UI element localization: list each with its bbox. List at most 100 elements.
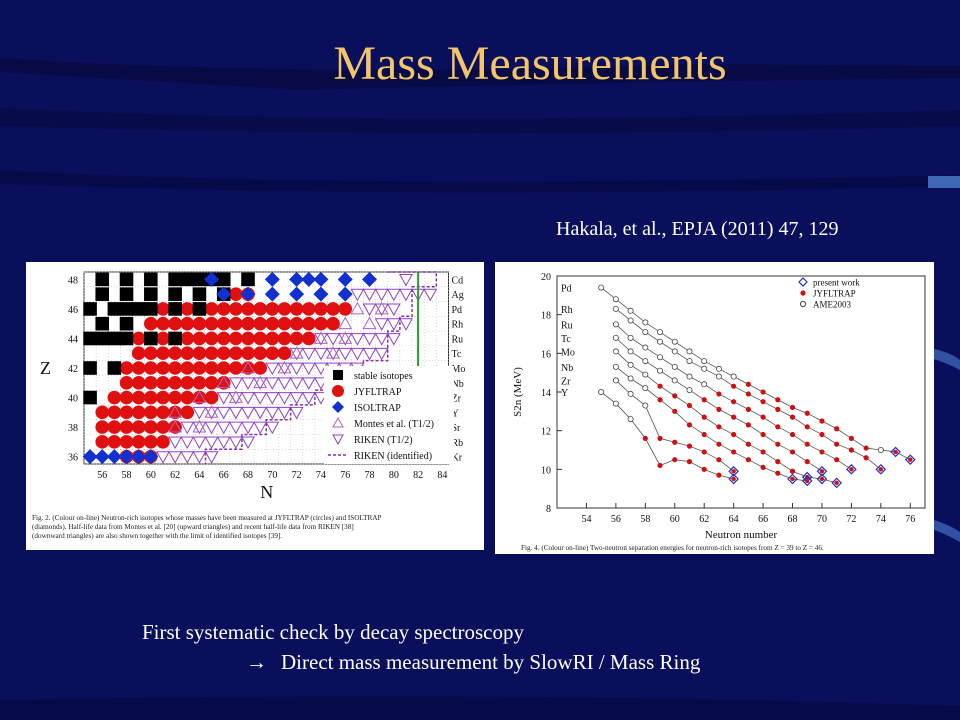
x-tick-label: 78 [365,470,375,481]
jyfltrap-point [863,455,869,461]
jyfltrap-point [95,435,110,449]
jyfltrap-point [229,331,243,346]
jyfltrap-point [789,414,796,420]
riken-point [277,377,292,390]
jyfltrap-point [131,390,146,405]
isoltrap-point [264,271,280,287]
jyfltrap-point [253,302,267,316]
x-tick-label: 70 [817,514,827,525]
present-work-point [846,463,857,475]
nuclide-plot-area: 56 58 60 62 64 66 68 70 72 74 76 78 80 82 84 36 38 40 42 44… [40,271,465,502]
ame2003-point [701,365,708,372]
jyfltrap-point [192,361,207,375]
present-work-point [801,475,813,487]
jyfltrap-point [731,383,737,389]
jyfltrap-point [204,331,219,346]
jyfltrap-point [216,346,231,361]
riken-point [180,436,195,449]
jyfltrap-point [107,390,122,405]
x-axis-label: Neutron number [705,529,778,541]
jyfltrap-point [253,361,267,375]
present-work-point [816,473,828,485]
riken-identified-line [204,271,438,464]
jyfltrap-point [745,381,751,387]
stable-point [241,272,255,287]
jyfltrap-point [204,361,219,375]
isoltrap-point [204,271,220,287]
x-axis-label: N [260,482,273,502]
riken-point [423,288,438,302]
jyfltrap-point [789,468,796,474]
jyfltrap-point [180,316,195,331]
ame2003-point [715,365,722,372]
jyfltrap-point [686,459,693,465]
x-tick-label: 74 [316,470,326,481]
element-label: Tc [452,349,462,360]
jyfltrap-point [745,391,751,397]
jyfltrap-point [265,346,280,361]
stable-point [144,287,158,301]
isoltrap-point [106,449,122,465]
plot-frame [556,275,926,509]
jyfltrap-point [834,480,839,486]
jyfltrap-point [701,397,707,403]
jyfltrap-point [229,287,243,301]
y-tick-label: 38 [68,423,78,434]
legend-icon-jyfltrap [332,385,344,397]
jyfltrap-point [301,331,316,346]
riken-point [253,392,268,405]
montes-point [192,419,207,433]
y-tick-label: 14 [541,388,551,399]
jyfltrap-point [156,435,170,449]
isoltrap-point [337,286,353,302]
jyfltrap-point [253,331,267,346]
x-tick-label: 80 [389,470,399,481]
jyfltrap-point [686,402,693,409]
ame2003-point [612,400,619,407]
stable-point [216,272,231,287]
montes-point [168,419,183,433]
riken-point [289,406,304,420]
legend-label: RIKEN (identified) [354,451,432,462]
jyfltrap-point [731,414,737,420]
ame2003-point [642,371,649,378]
riken-point [192,436,207,449]
jyfltrap-point [241,346,255,361]
ame2003-point [612,334,619,341]
riken-point [204,421,219,435]
jyfltrap-point [192,316,207,331]
x-tick-label: 70 [267,470,277,481]
ame2003-point [671,338,678,345]
stable-point [119,272,134,287]
x-tick-label: 68 [243,470,253,481]
y-tick-label: 40 [68,394,78,405]
riken-point [313,362,328,376]
ame2003-point [686,348,693,355]
riken-point [228,421,243,435]
jyfltrap-point [289,302,304,316]
ame2003-point [612,321,619,328]
jyfltrap-point [180,331,195,346]
jyfltrap-point [716,457,722,463]
jyfltrap-point [229,316,243,331]
jyfltrap-point [819,469,825,474]
nuclide-chart-figure: 56 58 60 62 64 66 68 70 72 74 76 78 80 82 84 36 38 40 42 44… [26,262,484,550]
legend-icon-present-work [798,277,808,287]
riken-point [253,377,268,390]
jyfltrap-point [216,331,231,346]
figure-2-caption-line-2: (downward triangles) are also shown toge… [32,532,282,540]
jyfltrap-point [731,469,736,474]
ame2003-point [642,358,649,365]
jyfltrap-point [119,390,134,405]
riken-point [289,362,304,376]
isoltrap-point [313,271,329,287]
legend-label: JYFLTRAP [354,387,402,398]
jyfltrap-point [144,346,158,361]
stable-point [95,287,110,301]
series-label: Nb [561,363,573,374]
present-work-point [904,454,916,466]
bottom-line-1: First systematic check by decay spectros… [142,620,524,644]
stable-point [119,331,134,346]
montes-point [204,405,219,418]
jyfltrap-point [241,361,255,375]
